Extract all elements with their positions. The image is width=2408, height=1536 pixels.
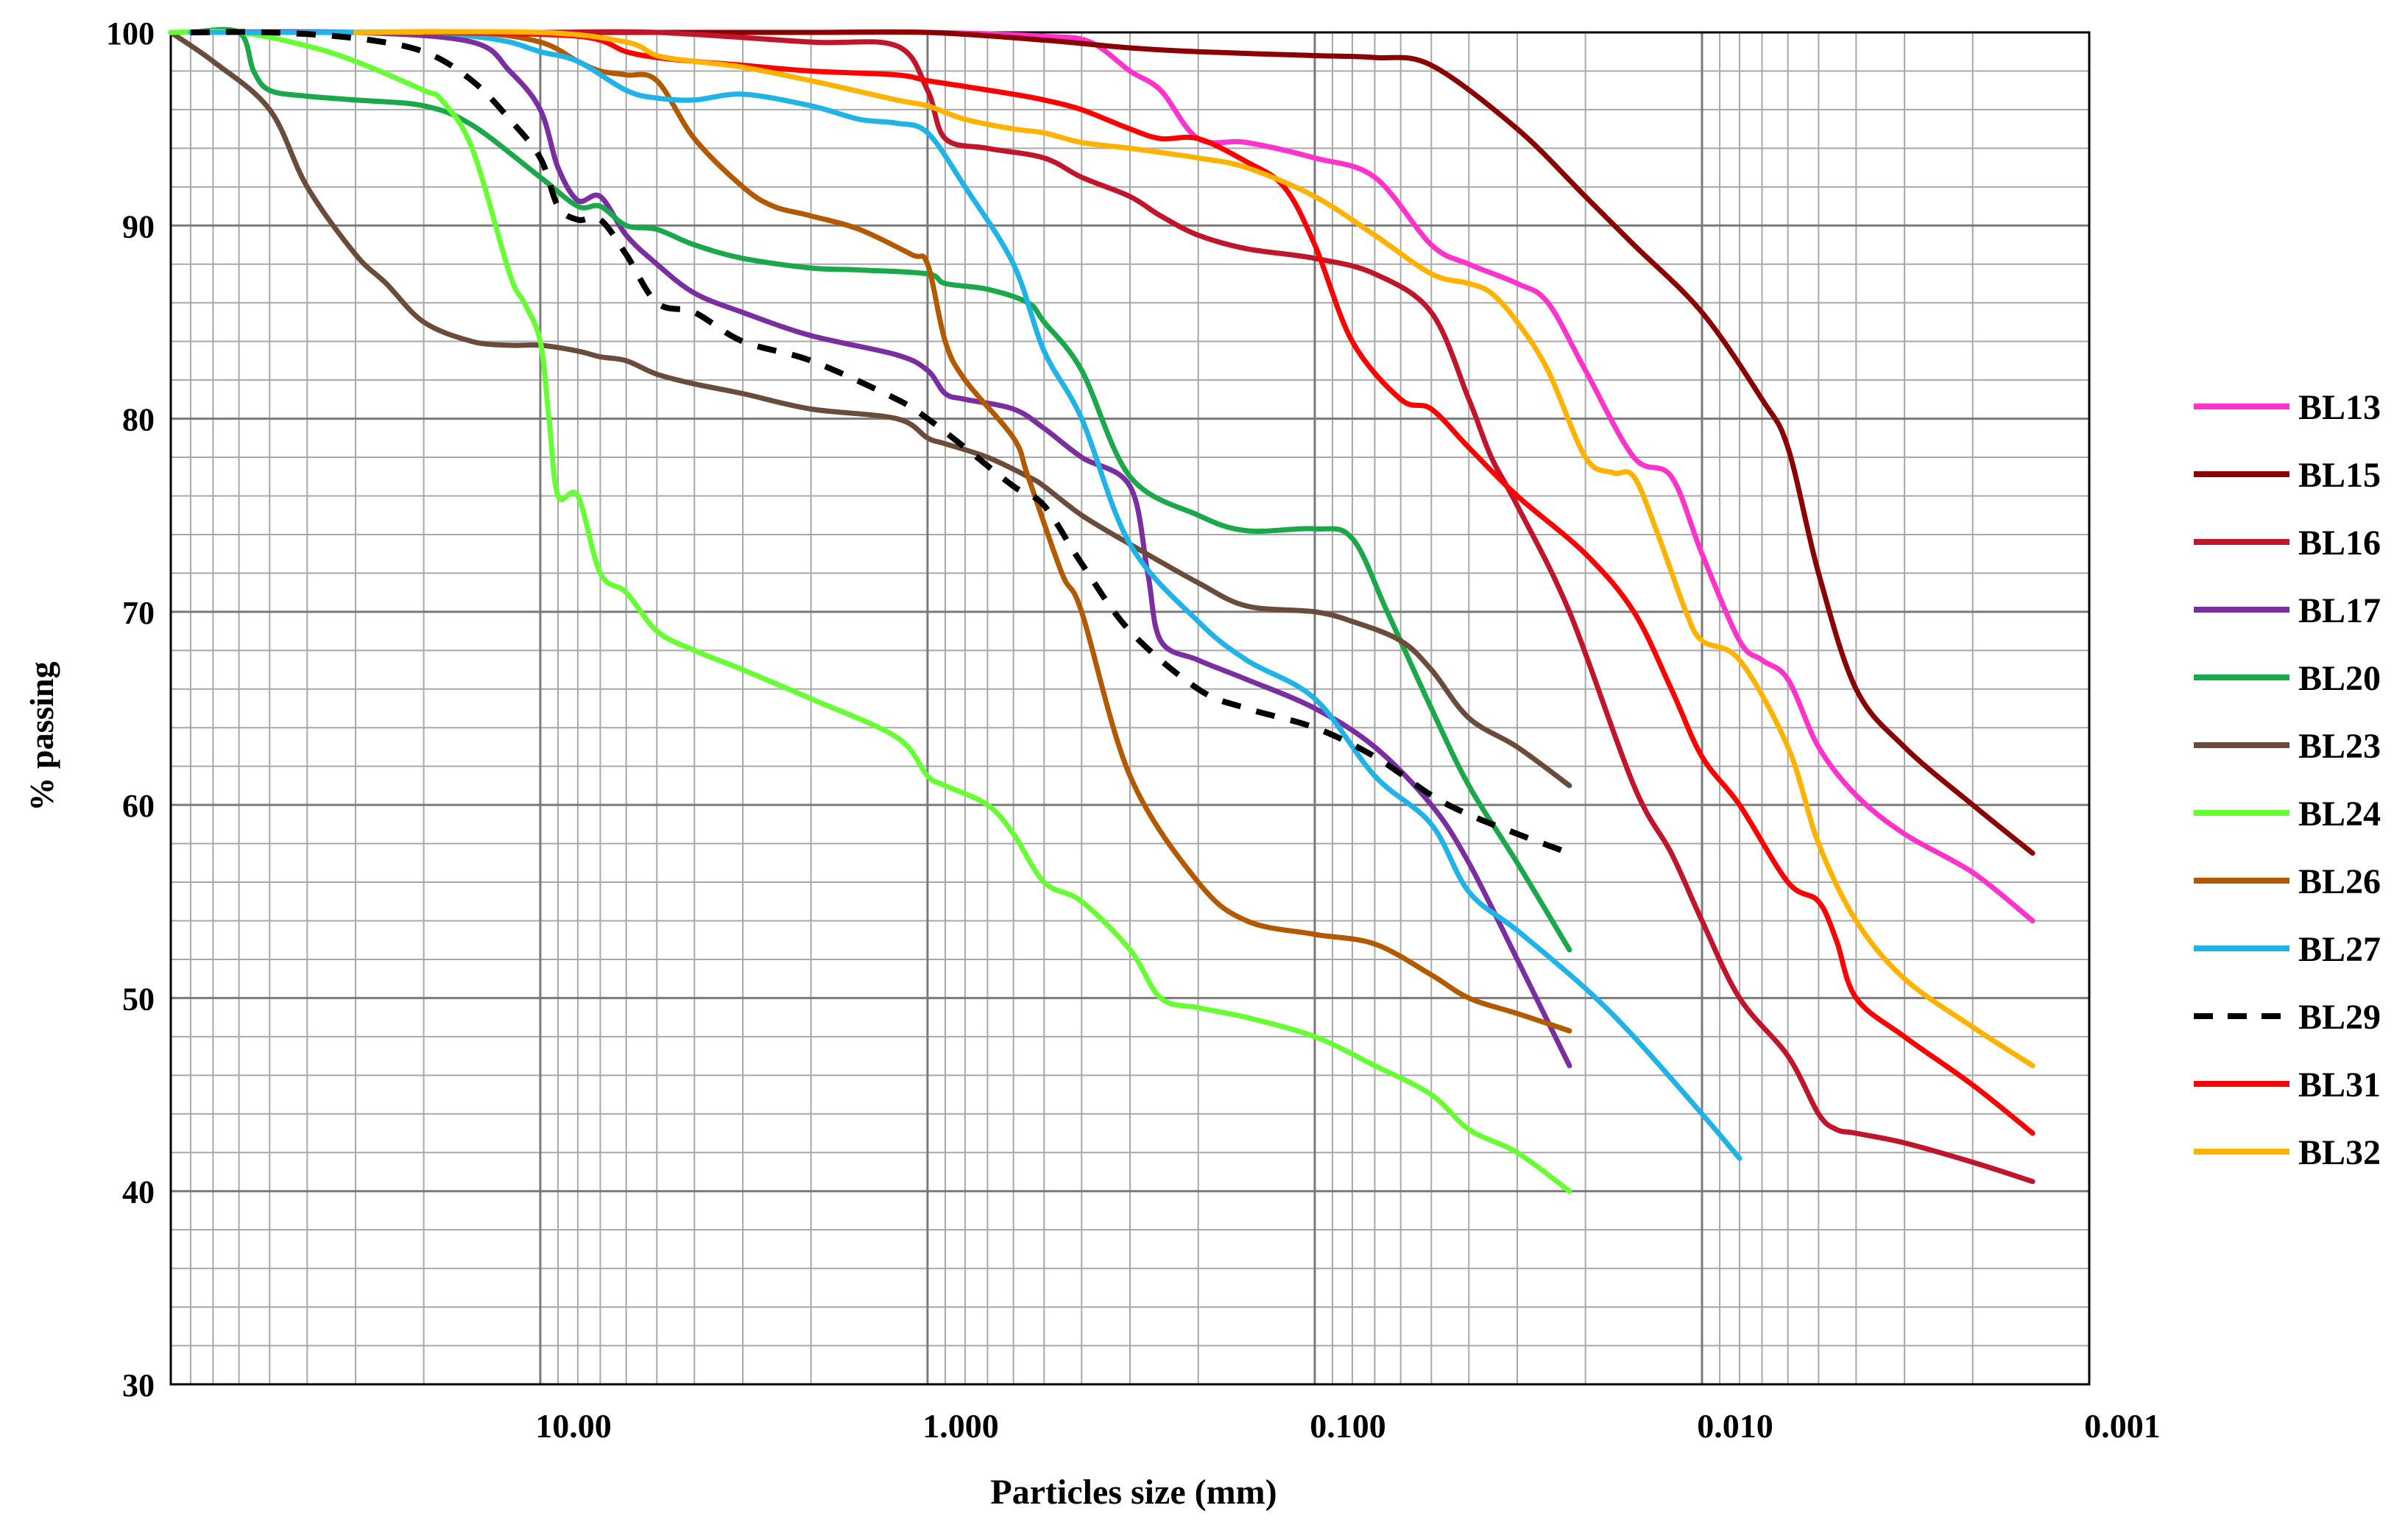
series-line-bl23 xyxy=(168,29,1572,789)
y-tick-labels: 30 40 50 60 70 80 90 100 xyxy=(106,15,155,1403)
x-tick-label: 0.100 xyxy=(1310,1407,1386,1445)
legend-item-bl26: BL26 xyxy=(2194,862,2381,901)
series-line-bl27 xyxy=(188,29,1743,1161)
series-line-bl32 xyxy=(353,29,2035,1068)
plot-frame xyxy=(169,31,2091,1386)
legend-item-bl20: BL20 xyxy=(2194,659,2381,698)
y-tick-label: 40 xyxy=(122,1174,155,1211)
x-tick-labels: 10.00 1.000 0.100 0.010 0.001 xyxy=(535,1407,2161,1445)
legend-item-bl13: BL13 xyxy=(2194,388,2381,427)
legend-label: BL15 xyxy=(2298,456,2381,495)
grid-minor xyxy=(170,32,2089,1384)
legend-item-bl15: BL15 xyxy=(2194,456,2381,495)
y-tick-label: 60 xyxy=(122,788,155,824)
series-line-bl13 xyxy=(266,29,2035,923)
series-line-bl17 xyxy=(188,29,1572,1068)
series-line-bl16 xyxy=(421,29,2035,1185)
series-line-bl26 xyxy=(353,29,1572,1034)
series-line-bl20 xyxy=(188,27,1572,953)
legend-item-bl27: BL27 xyxy=(2194,930,2381,969)
legend-item-bl23: BL23 xyxy=(2194,727,2381,766)
legend-label: BL29 xyxy=(2298,998,2381,1037)
y-tick-label: 70 xyxy=(122,595,155,631)
y-axis-title: % passing xyxy=(23,661,60,811)
legend-label: BL16 xyxy=(2298,524,2381,563)
series-layer xyxy=(168,27,2035,1194)
legend-label: BL26 xyxy=(2298,862,2381,901)
legend-item-bl16: BL16 xyxy=(2194,524,2381,563)
y-tick-label: 100 xyxy=(106,15,155,52)
legend-label: BL17 xyxy=(2298,591,2381,630)
legend: BL13 BL15 BL16 BL17 BL20 BL23 BL24 BL26 BL27 BL29… xyxy=(2194,388,2381,1172)
y-tick-label: 80 xyxy=(122,402,155,438)
legend-label: BL24 xyxy=(2298,795,2381,834)
x-tick-label: 1.000 xyxy=(922,1407,999,1445)
legend-item-bl17: BL17 xyxy=(2194,591,2381,630)
legend-label: BL20 xyxy=(2298,659,2381,698)
y-tick-label: 30 xyxy=(122,1367,155,1403)
x-tick-label: 0.010 xyxy=(1697,1407,1773,1445)
series-line-bl31 xyxy=(421,29,2035,1136)
y-tick-label: 90 xyxy=(122,208,155,244)
x-tick-label: 0.001 xyxy=(2084,1407,2161,1445)
legend-label: BL32 xyxy=(2298,1133,2381,1172)
legend-item-bl32: BL32 xyxy=(2194,1133,2381,1172)
x-tick-label: 10.00 xyxy=(535,1407,612,1445)
series-line-bl29 xyxy=(190,29,1571,856)
legend-label: BL31 xyxy=(2298,1065,2381,1105)
x-axis-title: Particles size (mm) xyxy=(990,1473,1277,1512)
legend-item-bl24: BL24 xyxy=(2194,795,2381,834)
legend-item-bl29: BL29 xyxy=(2194,998,2381,1037)
legend-label: BL13 xyxy=(2298,388,2381,427)
legend-label: BL23 xyxy=(2298,727,2381,766)
legend-label: BL27 xyxy=(2298,930,2381,969)
legend-item-bl31: BL31 xyxy=(2194,1065,2381,1105)
series-line-bl24 xyxy=(168,29,1572,1194)
y-tick-label: 50 xyxy=(122,981,155,1017)
